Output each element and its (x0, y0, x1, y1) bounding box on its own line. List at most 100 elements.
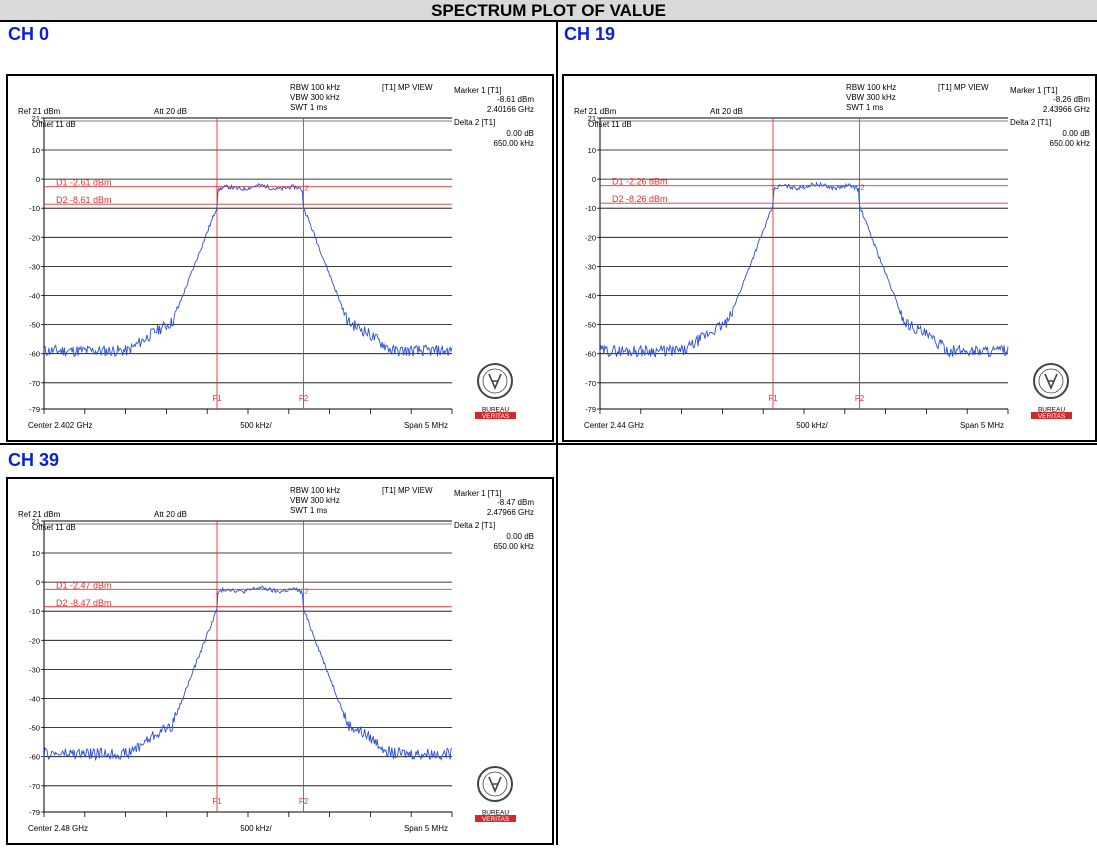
header-rbw: RBW 100 kHz (846, 83, 896, 92)
marker-tag-2: 2 (860, 183, 864, 192)
marker1-level: -8.47 dBm (497, 498, 534, 507)
logo-band-top (475, 406, 516, 412)
marker1-frequency: 2.43966 GHz (1043, 105, 1090, 114)
header-view-mode: [T1] MP VIEW (938, 83, 989, 92)
y-tick-label: -20 (29, 636, 40, 645)
marker1-label: Marker 1 [T1] (454, 86, 502, 95)
freq-line-f2-label: F2 (855, 394, 865, 403)
y-tick-label: 10 (32, 146, 40, 155)
x-span-label: Span 5 MHz (404, 421, 448, 430)
delta2-label: Delta 2 [T1] (1010, 118, 1051, 127)
channel-label-ch39: CH 39 (8, 450, 60, 470)
marker1-label: Marker 1 [T1] (1010, 86, 1058, 95)
x-division-label: 500 kHz/ (240, 421, 272, 430)
y-tick-label: -79 (29, 808, 40, 817)
marker1-label: Marker 1 [T1] (454, 489, 502, 498)
spectrum-panel-ch39: RBW 100 kHz VBW 300 kHz SWT 1 ms [T1] MP VI… (6, 477, 554, 845)
y-tick-label: -70 (29, 782, 40, 791)
y-tick-label: -40 (585, 292, 596, 301)
freq-line-f2-label: F2 (299, 394, 309, 403)
y-tick-label: 0 (592, 175, 596, 184)
marker1-level: -8.26 dBm (1053, 95, 1090, 104)
logo-band-bottom (1031, 412, 1072, 419)
display-line-d1-label: D1 -2.26 dBm (612, 177, 668, 187)
header-offset: Offset 11 dB (32, 120, 76, 129)
header-ref-level: Ref 21 dBm (574, 107, 617, 116)
header-swt: SWT 1 ms (846, 103, 883, 112)
header-rbw: RBW 100 kHz (290, 486, 340, 495)
logo-band-top (1031, 406, 1072, 412)
header-view-mode: [T1] MP VIEW (382, 486, 433, 495)
header-swt: SWT 1 ms (290, 506, 327, 515)
report-title-bar: SPECTRUM PLOT OF VALUE (0, 0, 1097, 22)
logo-band-bottom-text: VERITAS (482, 816, 510, 823)
spectrum-trace (599, 181, 1009, 358)
header-vbw: VBW 300 kHz (290, 496, 340, 505)
delta2-frequency: 650.00 kHz (1050, 139, 1090, 148)
y-tick-label: -60 (585, 350, 596, 359)
freq-line-f1-label: F1 (212, 797, 222, 806)
header-vbw: VBW 300 kHz (846, 93, 896, 102)
x-division-label: 500 kHz/ (796, 421, 828, 430)
y-tick-label: 21 (32, 114, 40, 123)
marker-tag-1: 1 (215, 184, 219, 193)
y-tick-label: -50 (29, 724, 40, 733)
spectrum-panel-ch19: RBW 100 kHz VBW 300 kHz SWT 1 ms [T1] MP VI… (562, 74, 1097, 442)
y-tick-label: 0 (36, 578, 40, 587)
marker1-level: -8.61 dBm (497, 95, 534, 104)
delta2-frequency: 650.00 kHz (494, 542, 534, 551)
logo-band-bottom-text: VERITAS (482, 413, 510, 420)
header-attenuation: Att 20 dB (154, 107, 187, 116)
y-tick-label: 10 (588, 146, 596, 155)
y-tick-label: -60 (29, 753, 40, 762)
y-tick-label: 10 (32, 549, 40, 558)
y-tick-label: -70 (585, 379, 596, 388)
display-line-d2-label: D2 -8.61 dBm (56, 195, 112, 205)
y-tick-label: 0 (36, 175, 40, 184)
logo-band-top-text: BUREAU (1038, 407, 1065, 414)
header-ref-level: Ref 21 dBm (18, 510, 61, 519)
logo-seal-figure (488, 373, 502, 391)
row-divider (0, 443, 1097, 445)
y-tick-label: -60 (29, 350, 40, 359)
y-tick-label: -30 (585, 262, 596, 271)
y-tick-label: -30 (29, 262, 40, 271)
header-vbw: VBW 300 kHz (290, 93, 340, 102)
header-attenuation: Att 20 dB (154, 510, 187, 519)
header-offset: Offset 11 dB (32, 523, 76, 532)
delta2-level: 0.00 dB (1062, 129, 1090, 138)
y-tick-label: -40 (29, 292, 40, 301)
header-attenuation: Att 20 dB (710, 107, 743, 116)
spectrum-trace (43, 183, 453, 357)
display-line-d1-label: D1 -2.61 dBm (56, 178, 112, 188)
column-divider (556, 22, 558, 444)
logo-seal-figure (1044, 373, 1058, 391)
marker-tag-1: 1 (215, 586, 219, 595)
freq-line-f2-label: F2 (299, 797, 309, 806)
header-rbw: RBW 100 kHz (290, 83, 340, 92)
x-division-label: 500 kHz/ (240, 824, 272, 833)
y-tick-label: 21 (32, 517, 40, 526)
delta2-label: Delta 2 [T1] (454, 521, 495, 530)
logo-band-bottom (475, 412, 516, 419)
y-tick-label: -50 (585, 321, 596, 330)
x-center-label: Center 2.48 GHz (28, 824, 88, 833)
y-tick-label: 21 (588, 114, 596, 123)
x-span-label: Span 5 MHz (404, 824, 448, 833)
logo-band-bottom (475, 815, 516, 822)
delta2-level: 0.00 dB (506, 129, 534, 138)
display-line-d2-label: D2 -8.47 dBm (56, 598, 112, 608)
y-tick-label: -50 (29, 321, 40, 330)
header-view-mode: [T1] MP VIEW (382, 83, 433, 92)
channel-label-ch0: CH 0 (8, 24, 50, 44)
logo-seal-figure (488, 776, 502, 794)
marker1-frequency: 2.40166 GHz (487, 105, 534, 114)
spectrum-panel-ch0: RBW 100 kHz VBW 300 kHz SWT 1 ms [T1] MP VI… (6, 74, 554, 442)
y-tick-label: -40 (29, 695, 40, 704)
logo-band-top (475, 809, 516, 815)
